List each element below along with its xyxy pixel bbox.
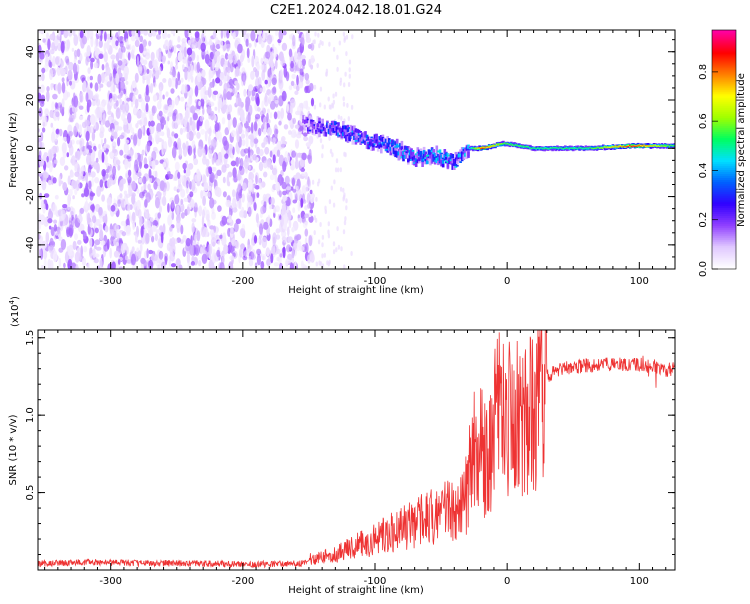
- colorbar: 0.0 0.2 0.4 0.6 0.8 Normalized spectral ampli…: [698, 29, 747, 277]
- spectrogram-image: [38, 30, 675, 269]
- snr-x-tick-label: 0: [504, 576, 510, 587]
- snr-panel: -300 -200 -100 0 100 0.5 1.0 1.5 Height of strai…: [8, 296, 676, 596]
- spec-x-tick-label: -200: [231, 276, 254, 287]
- colorbar-tick-label: 0.0: [698, 261, 709, 277]
- spec-y-tick-label: 40: [25, 45, 36, 58]
- spectrogram-frame: [37, 29, 676, 270]
- snr-x-tick-label: -100: [364, 576, 387, 587]
- spec-y-axis-label: Frequency (Hz): [8, 112, 19, 188]
- snr-y-tick-label: 1.5: [25, 330, 36, 346]
- spec-x-tick-label: -100: [364, 276, 387, 287]
- spec-x-tick-label: -300: [99, 276, 122, 287]
- spec-y-tick-label: -40: [25, 237, 36, 253]
- colorbar-tick-label: 0.2: [698, 212, 709, 228]
- snr-frame: [37, 329, 676, 571]
- snr-x-tick-label: -200: [231, 576, 254, 587]
- spec-x-axis-label: Height of straight line (km): [288, 285, 424, 296]
- snr-y-tick-label: 0.5: [25, 485, 36, 501]
- snr-x-tick-label: -300: [99, 576, 122, 587]
- figure-title: C2E1.2024.042.18.01.G24: [270, 3, 442, 18]
- spec-y-tick-label: 0: [25, 145, 36, 151]
- snr-series-line: [38, 330, 675, 569]
- colorbar-tick-label: 0.8: [698, 64, 709, 80]
- snr-y-tick-label: 1.0: [25, 407, 36, 423]
- snr-y-axis-label: SNR (10 * v/v): [8, 414, 19, 485]
- spec-x-tick-label: 100: [630, 276, 649, 287]
- snr-y-scale-factor: (x104): [8, 296, 21, 327]
- colorbar-tick-label: 0.6: [698, 113, 709, 129]
- snr-x-axis-label: Height of straight line (km): [288, 585, 424, 596]
- colorbar-label: Normalized spectral amplitude: [736, 73, 747, 227]
- colorbar-tick-label: 0.4: [698, 162, 709, 178]
- spec-y-tick-label: 20: [25, 94, 36, 107]
- spec-y-tick-label: -20: [25, 188, 36, 204]
- snr-x-tick-label: 100: [630, 576, 649, 587]
- spec-x-tick-label: 0: [504, 276, 510, 287]
- colorbar-frame: [711, 29, 737, 270]
